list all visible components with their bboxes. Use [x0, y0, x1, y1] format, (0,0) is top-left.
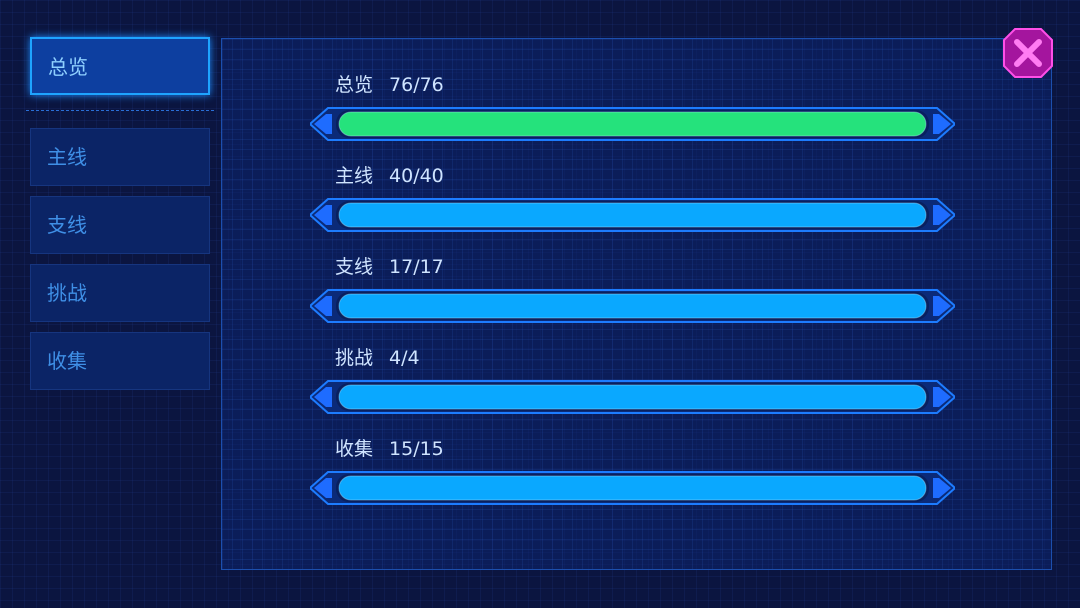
category-name: 主线: [335, 165, 374, 187]
category-name: 挑战: [335, 347, 374, 369]
progress-bar: [310, 380, 955, 414]
bar-cap: [314, 478, 332, 498]
row-label: 收集 15/15: [335, 434, 460, 461]
row-label: 支线 17/17: [335, 252, 460, 279]
bar-cap: [933, 387, 951, 407]
row-label: 总览 76/76: [335, 70, 460, 97]
bar-cap: [314, 296, 332, 316]
bar-fill: [338, 293, 927, 319]
tab[interactable]: 主线: [30, 128, 210, 186]
bar-cap: [933, 296, 951, 316]
bar-cap: [933, 205, 951, 225]
bar-cap: [314, 114, 332, 134]
progress-text: 15/15: [389, 438, 444, 460]
progress-bar: [310, 289, 955, 323]
category-name: 支线: [335, 256, 374, 278]
close-button[interactable]: [1003, 28, 1053, 78]
bar-cap: [314, 205, 332, 225]
progress-bar: [310, 471, 955, 505]
progress-text: 17/17: [389, 256, 444, 278]
category-name: 收集: [335, 438, 374, 460]
bar-cap: [933, 114, 951, 134]
progress-text: 40/40: [389, 165, 444, 187]
bar-fill: [338, 111, 927, 137]
progress-text: 4/4: [389, 347, 420, 369]
category-name: 总览: [335, 74, 374, 96]
bar-cap: [314, 387, 332, 407]
tab[interactable]: 总览: [30, 37, 210, 95]
tab[interactable]: 收集: [30, 332, 210, 390]
divider: [26, 110, 214, 111]
progress-bar: [310, 107, 955, 141]
tab[interactable]: 挑战: [30, 264, 210, 322]
bar-fill: [338, 202, 927, 228]
bar-fill: [338, 384, 927, 410]
bar-fill: [338, 475, 927, 501]
progress-bar: [310, 198, 955, 232]
tab[interactable]: 支线: [30, 196, 210, 254]
row-label: 挑战 4/4: [335, 343, 436, 370]
row-label: 主线 40/40: [335, 161, 460, 188]
bar-cap: [933, 478, 951, 498]
progress-text: 76/76: [389, 74, 444, 96]
